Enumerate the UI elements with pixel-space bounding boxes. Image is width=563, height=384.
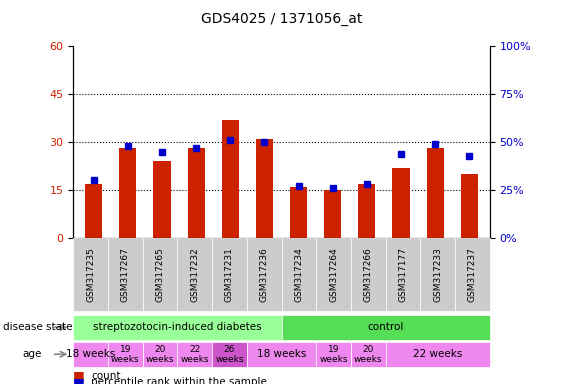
Text: 18 weeks: 18 weeks [257,349,306,359]
Text: 19
weeks: 19 weeks [319,344,348,364]
Text: GSM317237: GSM317237 [468,247,477,302]
Text: GSM317266: GSM317266 [364,247,373,302]
Text: GSM317233: GSM317233 [434,247,442,302]
Text: count: count [91,371,120,381]
Bar [358,184,376,238]
Text: GSM317265: GSM317265 [155,247,164,302]
Text: GSM317267: GSM317267 [121,247,129,302]
Text: ■: ■ [73,369,85,382]
Bar [222,120,239,238]
Text: GSM317235: GSM317235 [86,247,95,302]
Bar [256,139,273,238]
Text: disease state: disease state [3,322,72,333]
Text: 26
weeks: 26 weeks [215,344,244,364]
Bar [154,161,171,238]
Text: 20
weeks: 20 weeks [146,344,174,364]
Text: percentile rank within the sample: percentile rank within the sample [91,377,267,384]
Text: GSM317231: GSM317231 [225,247,234,302]
Bar [427,149,444,238]
Text: ■: ■ [73,376,85,384]
Text: 22 weeks: 22 weeks [413,349,462,359]
Text: 22
weeks: 22 weeks [181,344,209,364]
Bar [119,149,136,238]
Text: 18 weeks: 18 weeks [66,349,115,359]
Bar [85,184,102,238]
Bar [290,187,307,238]
Text: 19
weeks: 19 weeks [111,344,140,364]
Bar [324,190,341,238]
Bar [461,174,478,238]
Text: GSM317232: GSM317232 [190,247,199,302]
Text: streptozotocin-induced diabetes: streptozotocin-induced diabetes [93,322,262,333]
Text: GSM317234: GSM317234 [294,247,303,302]
Text: GSM317177: GSM317177 [399,247,408,302]
Text: GDS4025 / 1371056_at: GDS4025 / 1371056_at [201,12,362,25]
Text: GSM317236: GSM317236 [260,247,269,302]
Bar [187,149,205,238]
Text: age: age [23,349,42,359]
Text: GSM317264: GSM317264 [329,247,338,302]
Text: control: control [368,322,404,333]
Bar [392,168,409,238]
Text: 20
weeks: 20 weeks [354,344,382,364]
